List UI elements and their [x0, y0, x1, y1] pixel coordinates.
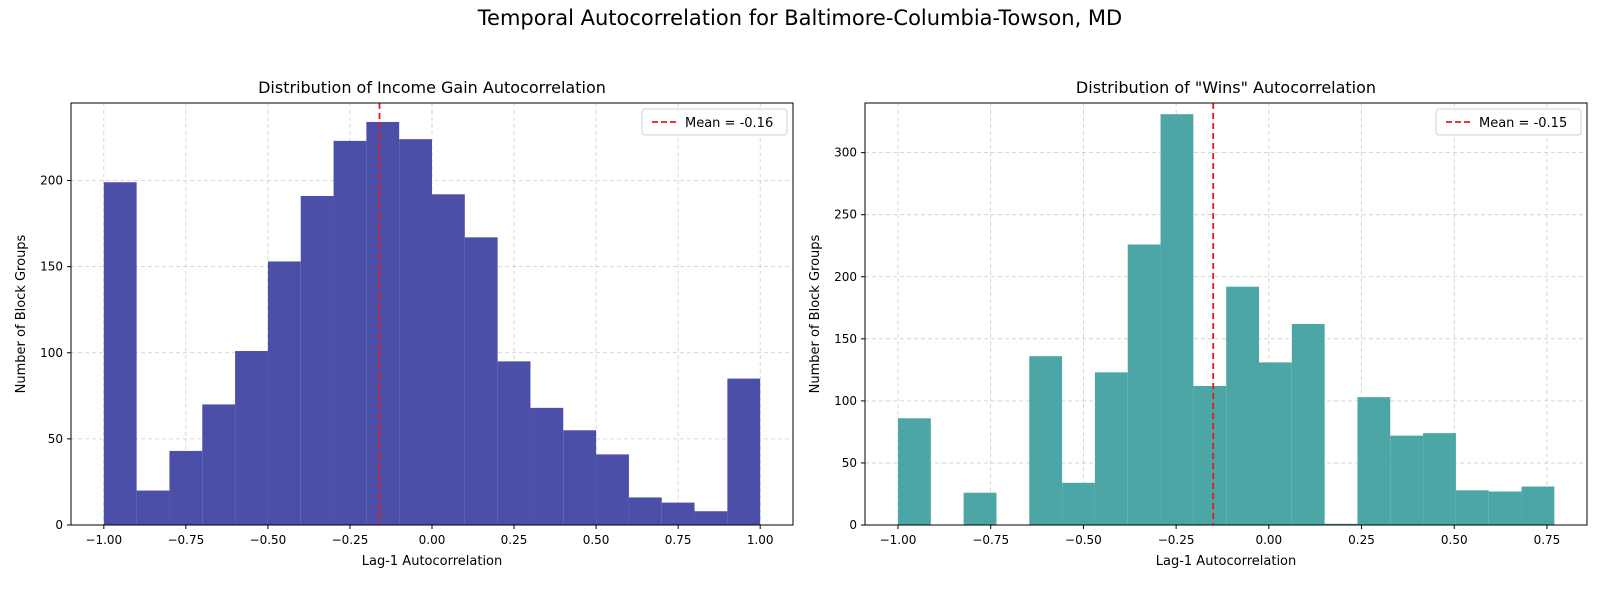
histogram-bar	[333, 140, 367, 526]
y-tick-label: 250	[834, 208, 857, 222]
panel-income-gain: −1.00 −0.75 −0.50 −0.25 0.00 0.25 0.50 0.75 1.00…	[14, 78, 794, 569]
histogram-bar	[103, 182, 137, 525]
histogram-bar	[1226, 286, 1260, 525]
histogram-bar	[1488, 491, 1522, 525]
x-tick-label: −1.00	[880, 533, 917, 547]
histogram-bar	[596, 454, 629, 525]
x-tick-label: −0.25	[332, 533, 369, 547]
histogram-bar	[1029, 356, 1063, 525]
y-tick-label: 100	[40, 346, 63, 360]
histogram-bar	[1390, 435, 1424, 525]
histogram-bar	[661, 502, 695, 525]
plot-frame	[864, 102, 1588, 526]
y-axis-label: Number of Block Groups	[808, 234, 823, 393]
legend-box	[641, 108, 788, 136]
x-tick-label: 1.00	[747, 533, 774, 547]
x-tick-label: 0.75	[665, 533, 692, 547]
x-tick-label: 0.75	[1534, 533, 1561, 547]
histogram-bar	[169, 450, 203, 525]
x-axis-label: Lag-1 Autocorrelation	[1156, 554, 1297, 569]
x-tick-label: −0.75	[972, 533, 1009, 547]
histogram-bar	[366, 121, 400, 526]
histogram-bar	[432, 194, 465, 525]
y-tick-label: 150	[40, 260, 63, 274]
histogram-bar	[727, 378, 761, 525]
histogram-bar	[1160, 114, 1194, 525]
y-tick-label: 50	[842, 456, 857, 470]
histogram-bar	[1423, 433, 1456, 525]
histogram-bar	[300, 196, 334, 525]
histogram-bar	[235, 351, 268, 525]
y-tick-label: 300	[834, 146, 857, 160]
y-tick-label: 100	[834, 394, 857, 408]
histogram-bar	[1324, 523, 1358, 525]
histogram-bar	[202, 404, 236, 525]
histogram-bar	[1521, 486, 1555, 525]
x-tick-label: −0.75	[167, 533, 204, 547]
legend-label: Mean = -0.15	[1479, 116, 1567, 131]
histogram-bar	[563, 430, 597, 525]
y-tick-label: 150	[834, 332, 857, 346]
histogram-bar	[267, 261, 301, 525]
panel-wins: −1.00 −0.75 −0.50 −0.25 0.00 0.25 0.50 0.75 0 50 1…	[808, 78, 1588, 569]
histogram-bar	[1094, 372, 1128, 525]
histogram-bar	[628, 497, 662, 525]
y-tick-label: 0	[849, 518, 857, 532]
y-tick-label: 0	[55, 518, 63, 532]
histogram-bar	[898, 418, 931, 525]
histogram-bar	[530, 407, 564, 525]
histogram-bar	[136, 490, 170, 525]
x-tick-label: −0.25	[1158, 533, 1195, 547]
histogram-bar	[1259, 362, 1292, 525]
histogram-bar	[694, 511, 728, 525]
x-tick-label: 0.00	[419, 533, 446, 547]
chart-title: Distribution of "Wins" Autocorrelation	[1076, 78, 1376, 97]
histogram-bar	[1357, 397, 1391, 525]
x-tick-label: 0.50	[1441, 533, 1468, 547]
histogram-bar	[963, 492, 997, 525]
histogram-bar	[1455, 490, 1489, 525]
histogram-bar	[1291, 323, 1325, 525]
y-tick-label: 200	[40, 174, 63, 188]
x-tick-label: 0.25	[501, 533, 528, 547]
x-tick-label: 0.50	[583, 533, 610, 547]
histogram-bar	[1062, 482, 1095, 525]
legend-box	[1435, 108, 1582, 136]
x-axis-label: Lag-1 Autocorrelation	[362, 554, 503, 569]
chart-title: Distribution of Income Gain Autocorrelat…	[258, 78, 606, 97]
y-tick-label: 50	[48, 432, 63, 446]
y-tick-label: 200	[834, 270, 857, 284]
histogram-bar	[464, 237, 498, 525]
x-tick-label: 0.25	[1348, 533, 1375, 547]
x-tick-label: −0.50	[250, 533, 287, 547]
histogram-bar	[497, 361, 531, 525]
x-tick-label: −1.00	[85, 533, 122, 547]
y-axis-label: Number of Block Groups	[14, 234, 29, 393]
histogram-bar	[1127, 244, 1161, 525]
figure-title: Temporal Autocorrelation for Baltimore-C…	[477, 6, 1123, 30]
histogram-bar	[399, 139, 432, 525]
legend-label: Mean = -0.16	[685, 116, 773, 131]
x-tick-label: −0.50	[1065, 533, 1102, 547]
x-tick-label: 0.00	[1255, 533, 1282, 547]
histogram-bar	[1193, 385, 1227, 525]
